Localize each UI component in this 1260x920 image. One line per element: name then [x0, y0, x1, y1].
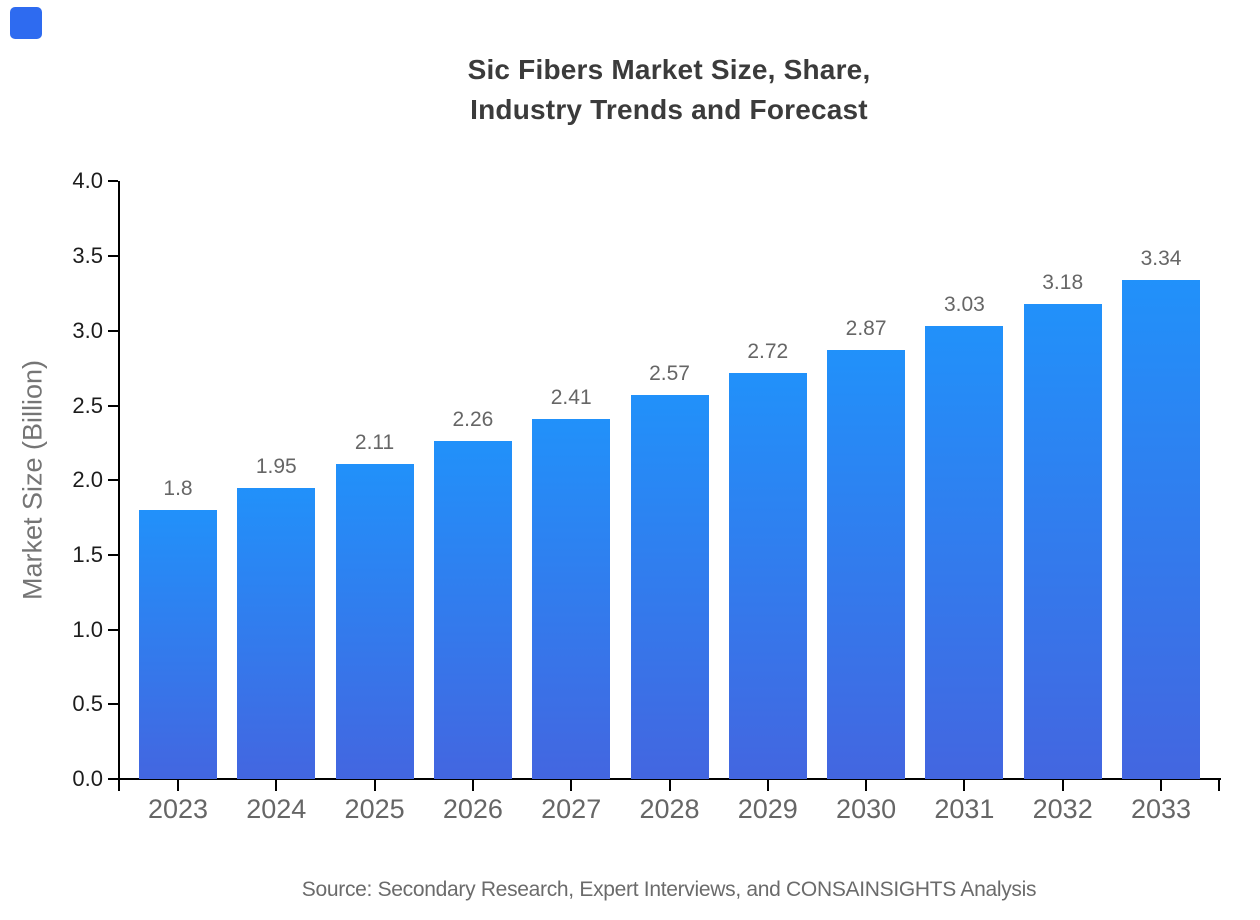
- bar-value-label: 1.8: [163, 477, 193, 501]
- x-axis-edge-tick: [118, 780, 120, 791]
- x-tick-label: 2029: [737, 794, 798, 824]
- chart-title-line2: Industry Trends and Forecast: [470, 94, 868, 125]
- y-tick: [108, 255, 118, 258]
- y-tick: [108, 479, 118, 482]
- bar-value-label: 3.03: [943, 293, 985, 317]
- x-tick: [766, 780, 769, 791]
- x-axis-line: [118, 778, 1221, 780]
- bar: [237, 487, 316, 779]
- bar: [728, 372, 807, 779]
- x-tick: [177, 780, 179, 791]
- x-tick: [865, 780, 868, 791]
- y-tick-label: 1.5: [72, 541, 103, 567]
- x-tick-label: 2023: [147, 794, 209, 824]
- y-tick-label: 0.5: [72, 691, 103, 717]
- x-tick: [963, 780, 966, 791]
- y-tick: [108, 329, 118, 332]
- bar-value-label: 1.95: [255, 454, 297, 478]
- y-tick: [108, 404, 118, 407]
- x-tick: [1160, 780, 1162, 791]
- source-note: Source: Secondary Research, Expert Inter…: [301, 878, 1037, 901]
- bar: [139, 510, 217, 779]
- x-tick: [1061, 780, 1064, 791]
- bar-value-label: 2.26: [452, 408, 494, 432]
- y-tick-label: 1.0: [72, 616, 103, 642]
- x-tick-label: 2027: [541, 794, 602, 824]
- bar-value-label: 3.18: [1042, 270, 1084, 294]
- y-tick: [108, 180, 118, 183]
- x-tick-label: 2028: [639, 794, 700, 824]
- x-tick: [275, 780, 278, 791]
- y-tick: [108, 778, 118, 780]
- x-tick-label: 2024: [246, 794, 307, 824]
- y-tick-label: 2.5: [72, 392, 103, 418]
- x-tick: [373, 780, 376, 791]
- x-tick-label: 2025: [344, 794, 405, 824]
- y-tick-label: 3.0: [72, 317, 103, 343]
- x-tick: [668, 780, 671, 791]
- bar-value-label: 2.87: [845, 317, 887, 341]
- y-tick-label: 3.5: [72, 243, 103, 269]
- bar: [335, 463, 414, 779]
- bar-value-label: 2.41: [550, 385, 592, 409]
- bar-value-label: 2.72: [747, 339, 789, 363]
- y-tick-label: 4.0: [72, 168, 103, 194]
- bar: [925, 326, 1004, 779]
- chart-title: Sic Fibers Market Size, Share, Industry …: [118, 50, 1220, 130]
- y-tick-label: 0.0: [72, 766, 103, 791]
- y-tick: [108, 703, 118, 706]
- y-tick-label: 2.0: [72, 467, 103, 493]
- bar: [630, 395, 709, 779]
- x-tick-label: 2026: [442, 794, 503, 824]
- bar: [1122, 280, 1200, 779]
- bar: [1023, 303, 1102, 779]
- bar-value-label: 3.34: [1140, 247, 1182, 270]
- y-tick: [108, 628, 118, 631]
- x-tick-label: 2031: [934, 794, 995, 824]
- bar-value-label: 2.11: [354, 430, 395, 454]
- logo-mark: [10, 7, 42, 39]
- x-tick: [471, 780, 474, 791]
- bar: [532, 418, 611, 779]
- y-tick: [108, 553, 118, 556]
- x-tick-label: 2032: [1032, 794, 1093, 824]
- x-tick-label: 2030: [836, 794, 897, 824]
- y-axis-line: [118, 181, 120, 780]
- bar-value-label: 2.57: [649, 362, 690, 386]
- x-axis-edge-tick: [1218, 780, 1220, 791]
- x-tick: [570, 780, 573, 791]
- bar: [827, 350, 906, 779]
- x-tick-label: 2033: [1130, 794, 1192, 824]
- bar: [433, 441, 512, 779]
- chart-title-line1: Sic Fibers Market Size, Share,: [467, 54, 871, 85]
